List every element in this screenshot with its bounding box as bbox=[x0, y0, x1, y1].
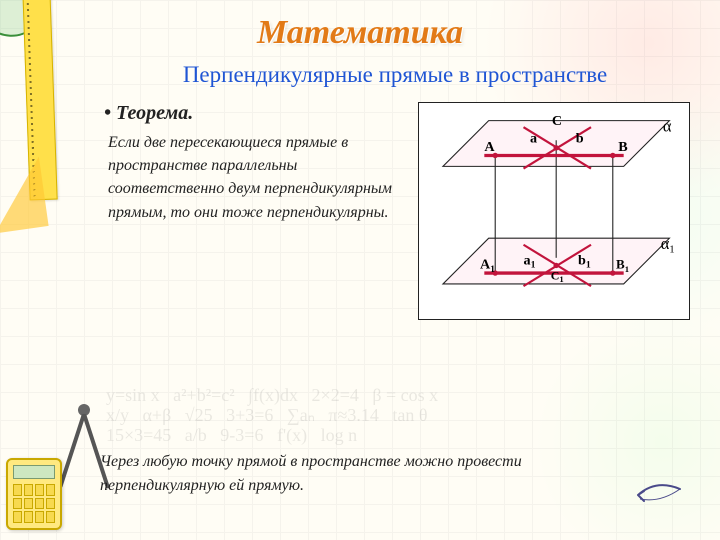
label-a: a bbox=[530, 130, 537, 146]
page-header-title: Математика bbox=[0, 14, 720, 52]
theorem-label: Теорема. bbox=[104, 102, 400, 125]
label-alpha: α bbox=[663, 117, 672, 136]
back-arrow-button[interactable] bbox=[626, 481, 686, 520]
label-A: A bbox=[484, 139, 495, 155]
content-area: Перпендикулярные прямые в пространстве Т… bbox=[100, 62, 690, 498]
label-C: C bbox=[552, 113, 562, 129]
label-B: B bbox=[618, 139, 628, 155]
label-alpha1: α1 bbox=[661, 234, 675, 255]
theorem-body: Если две пересекающиеся прямые в простра… bbox=[100, 131, 400, 224]
label-b: b bbox=[576, 130, 584, 146]
corollary-note: Через любую точку прямой в пространстве … bbox=[100, 450, 690, 498]
calculator-icon bbox=[6, 458, 62, 530]
left-decorations bbox=[0, 0, 90, 540]
geometry-diagram: A B C a b α A1 B1 C1 a1 b1 α1 bbox=[418, 102, 690, 320]
topic-heading: Перпендикулярные прямые в пространстве bbox=[100, 62, 690, 88]
